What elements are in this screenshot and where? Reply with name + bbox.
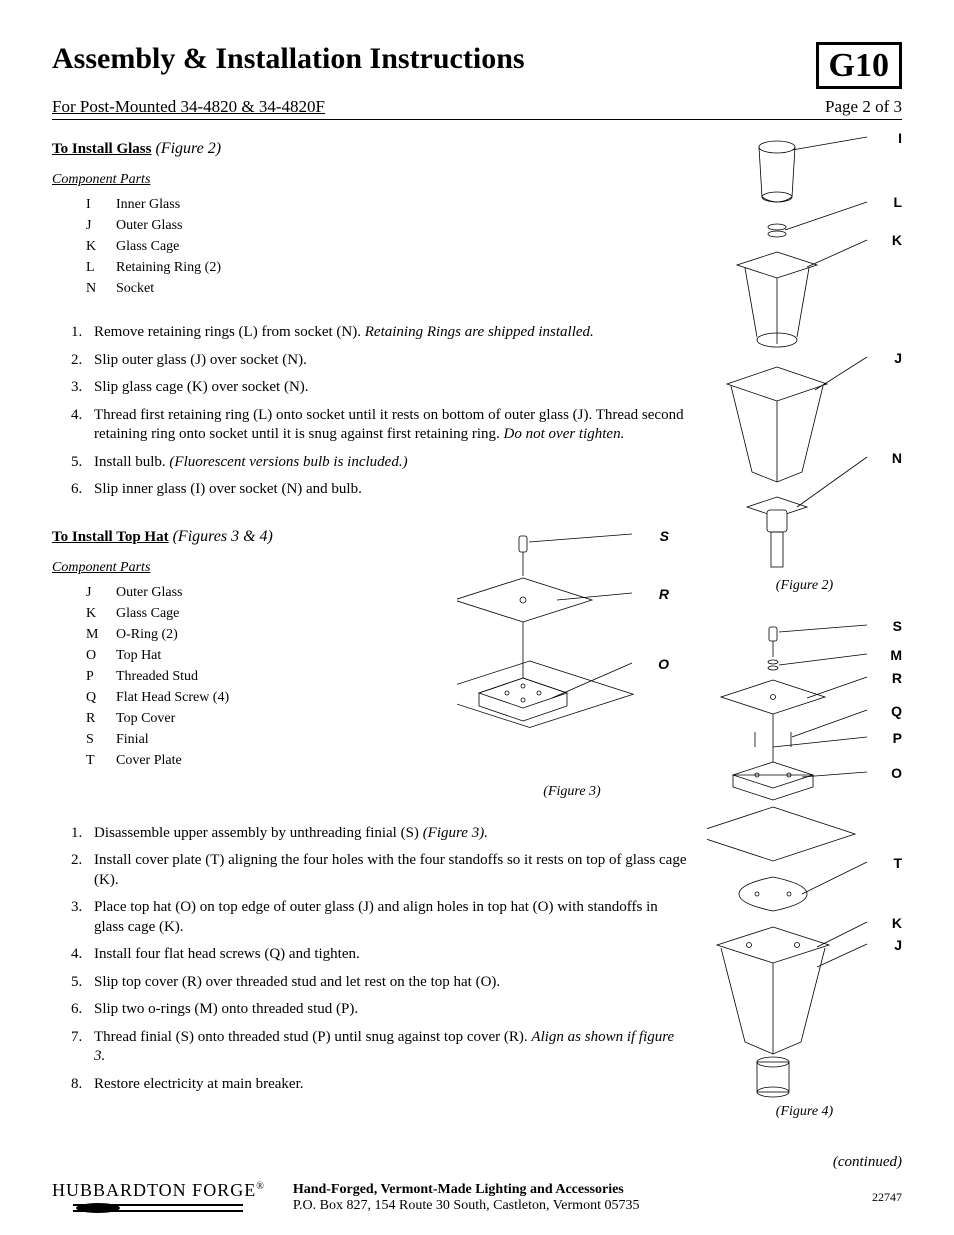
part-row: MO-Ring (2) <box>86 624 457 645</box>
fig4-label-k: K <box>892 915 902 931</box>
page-indicator: Page 2 of 3 <box>825 97 902 117</box>
brand-underline-icon <box>68 1201 248 1215</box>
part-row: QFlat Head Screw (4) <box>86 687 457 708</box>
section1-steps: Remove retaining rings (L) from socket (… <box>86 323 687 500</box>
part-row: JOuter Glass <box>86 215 687 236</box>
part-row: JOuter Glass <box>86 582 457 603</box>
subtitle: For Post-Mounted 34-4820 & 34-4820F <box>52 97 325 117</box>
step: Slip outer glass (J) over socket (N). <box>86 351 687 371</box>
brand-logo: HUBBARDTON FORGE® <box>52 1180 265 1215</box>
section1-ref: (Figure 2) <box>156 140 222 157</box>
fig3-label-r: R <box>659 586 669 602</box>
step: Install four flat head screws (Q) and ti… <box>86 945 687 965</box>
figure-4: S M R Q P O T K J (Figure 4) <box>707 622 902 1132</box>
fig2-label-n: N <box>892 450 902 466</box>
continued-text: (continued) <box>707 1154 902 1171</box>
step: Place top hat (O) on top edge of outer g… <box>86 898 687 937</box>
part-row: PThreaded Stud <box>86 666 457 687</box>
fig4-label-p: P <box>893 730 902 746</box>
header: Assembly & Installation Instructions G10 <box>52 42 902 89</box>
brand-reg: ® <box>256 1181 265 1192</box>
step: Disassemble upper assembly by unthreadin… <box>86 824 687 844</box>
part-row: TCover Plate <box>86 750 457 771</box>
section2-title: To Install Top Hat <box>52 529 169 545</box>
section2-ref: (Figures 3 & 4) <box>173 528 273 545</box>
footer-line1: Hand-Forged, Vermont-Made Lighting and A… <box>293 1182 872 1198</box>
part-row: SFinial <box>86 729 457 750</box>
section1-parts-list: IInner Glass JOuter Glass KGlass Cage LR… <box>86 194 687 299</box>
step: Install cover plate (T) aligning the fou… <box>86 851 687 890</box>
figure-3: S R O (Figure 3) <box>457 528 687 800</box>
section2-steps: Disassemble upper assembly by unthreadin… <box>86 824 687 1095</box>
step: Slip glass cage (K) over socket (N). <box>86 378 687 398</box>
fig4-label-t: T <box>893 855 902 871</box>
fig3-label-s: S <box>660 528 669 544</box>
footer-text: Hand-Forged, Vermont-Made Lighting and A… <box>293 1182 872 1214</box>
fig2-caption: (Figure 2) <box>707 578 902 594</box>
part-row: KGlass Cage <box>86 236 687 257</box>
footer-line2: P.O. Box 827, 154 Route 30 South, Castle… <box>293 1198 872 1214</box>
step: Thread first retaining ring (L) onto soc… <box>86 406 687 445</box>
step: Thread finial (S) onto threaded stud (P)… <box>86 1028 687 1067</box>
figure-2: I L K J N (Figure 2) <box>707 132 902 592</box>
fig4-label-q: Q <box>891 703 902 719</box>
part-row: KGlass Cage <box>86 603 457 624</box>
part-row: RTop Cover <box>86 708 457 729</box>
fig2-label-i: I <box>898 130 902 146</box>
section2-parts-list: JOuter Glass KGlass Cage MO-Ring (2) OTo… <box>86 582 457 771</box>
section2-parts-heading: Component Parts <box>52 560 457 576</box>
footer: HUBBARDTON FORGE® Hand-Forged, Vermont-M… <box>52 1180 902 1215</box>
section1-title: To Install Glass <box>52 141 152 157</box>
brand-name: HUBBARDTON FORGE <box>52 1180 256 1200</box>
fig4-label-s: S <box>893 618 902 634</box>
step: Restore electricity at main breaker. <box>86 1075 687 1095</box>
sub-header: For Post-Mounted 34-4820 & 34-4820F Page… <box>52 97 902 120</box>
part-row: LRetaining Ring (2) <box>86 257 687 278</box>
fig3-label-o: O <box>658 656 669 672</box>
footer-code: 22747 <box>872 1190 902 1205</box>
fig3-caption: (Figure 3) <box>457 784 687 800</box>
step: Remove retaining rings (L) from socket (… <box>86 323 687 343</box>
step: Slip two o-rings (M) onto threaded stud … <box>86 1000 687 1020</box>
doc-code: G10 <box>816 42 902 89</box>
step: Slip top cover (R) over threaded stud an… <box>86 973 687 993</box>
fig2-label-k: K <box>892 232 902 248</box>
part-row: NSocket <box>86 278 687 299</box>
fig4-caption: (Figure 4) <box>707 1104 902 1120</box>
step: Slip inner glass (I) over socket (N) and… <box>86 480 687 500</box>
left-column: To Install Glass (Figure 2) Component Pa… <box>52 132 707 1171</box>
section1-parts-heading: Component Parts <box>52 172 687 188</box>
part-row: IInner Glass <box>86 194 687 215</box>
fig4-label-o: O <box>891 765 902 781</box>
fig4-label-r: R <box>892 670 902 686</box>
step: Install bulb. (Fluorescent versions bulb… <box>86 453 687 473</box>
fig2-label-j: J <box>894 350 902 366</box>
fig4-label-m: M <box>890 647 902 663</box>
fig4-label-j: J <box>894 937 902 953</box>
main-title: Assembly & Installation Instructions <box>52 42 525 76</box>
fig2-label-l: L <box>893 194 902 210</box>
right-column: I L K J N (Figure 2) <box>707 132 902 1171</box>
part-row: OTop Hat <box>86 645 457 666</box>
